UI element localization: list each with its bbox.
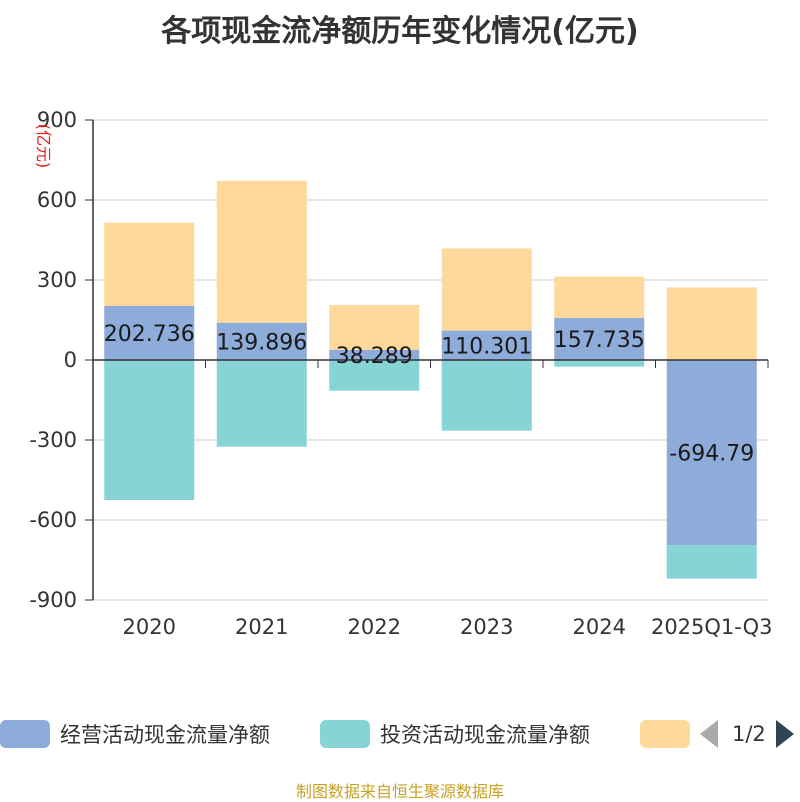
bar-operating	[329, 349, 420, 360]
x-tick-label: 2023	[460, 615, 513, 639]
x-tick-label: 2021	[235, 615, 288, 639]
pager-text: 1/2	[732, 722, 766, 746]
x-tick-label: 2022	[348, 615, 401, 639]
pager-next-icon[interactable]	[775, 720, 794, 748]
bar-financing	[216, 180, 307, 323]
bar-investing	[216, 360, 307, 447]
bar-investing	[441, 360, 532, 431]
legend-swatch-financing	[640, 720, 690, 748]
bar-operating	[554, 317, 645, 360]
legend-label-investing: 投资活动现金流量净额	[380, 723, 590, 747]
y-tick-label: -600	[29, 508, 77, 532]
legend: 经营活动现金流量净额 投资活动现金流量净额 1/2	[0, 716, 800, 752]
y-tick-label: -900	[29, 588, 77, 612]
bar-operating	[441, 330, 532, 360]
bar-operating	[666, 360, 757, 546]
bar-investing	[104, 360, 195, 500]
y-tick-label: 600	[37, 188, 77, 212]
pager-prev-icon[interactable]	[700, 720, 718, 748]
data-label: 110.301	[441, 334, 532, 359]
x-tick-label: 2020	[123, 615, 176, 639]
bar-financing	[554, 276, 645, 318]
legend-pager: 1/2	[700, 716, 794, 752]
legend-swatch-operating	[0, 720, 50, 748]
bar-investing	[666, 545, 757, 579]
chart-title: 各项现金流净额历年变化情况(亿元)	[161, 14, 639, 49]
x-tick-label: 2024	[573, 615, 626, 639]
bar-operating	[104, 305, 195, 360]
y-tick-label: -300	[29, 428, 77, 452]
data-label: 157.735	[554, 328, 645, 353]
bar-financing	[104, 222, 195, 306]
bar-financing	[441, 248, 532, 331]
legend-swatch-investing	[320, 720, 370, 748]
bar-investing	[554, 360, 645, 367]
data-label: 202.736	[104, 322, 195, 347]
source-note: 制图数据来自恒生聚源数据库	[295, 782, 504, 801]
legend-item-investing[interactable]: 投资活动现金流量净额	[320, 716, 590, 752]
x-tick-label: 2025Q1-Q3	[651, 615, 773, 639]
y-tick-label: 900	[37, 108, 77, 132]
data-label: 38.289	[336, 344, 413, 369]
y-axis-label: (亿元)	[34, 124, 53, 169]
legend-item-operating[interactable]: 经营活动现金流量净额	[0, 716, 270, 752]
y-tick-label: 300	[37, 268, 77, 292]
bar-investing	[329, 360, 420, 391]
legend-item-financing[interactable]	[640, 716, 700, 752]
legend-label-operating: 经营活动现金流量净额	[60, 723, 270, 747]
bar-financing	[329, 304, 420, 350]
y-tick-label: 0	[64, 348, 77, 372]
data-label: -694.79	[669, 442, 754, 467]
bar-financing	[666, 287, 757, 360]
data-label: 139.896	[216, 330, 307, 355]
bar-operating	[216, 322, 307, 360]
